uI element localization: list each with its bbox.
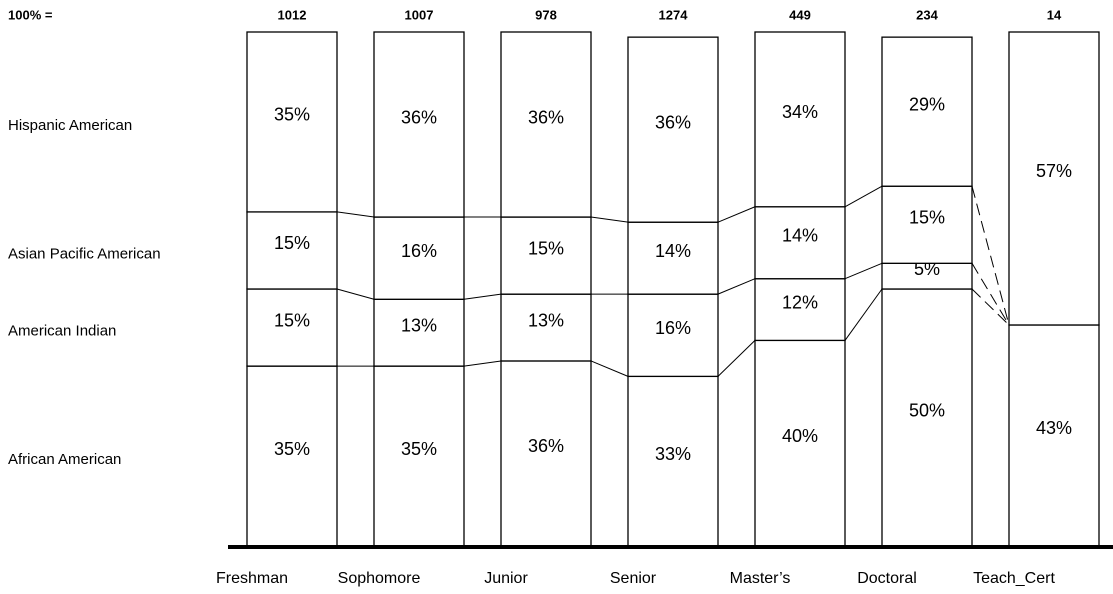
bar-segment bbox=[246, 365, 338, 547]
series-label: American Indian bbox=[8, 323, 116, 340]
value-label: 36% bbox=[655, 112, 691, 132]
bar-segment bbox=[754, 339, 846, 547]
connector bbox=[717, 278, 756, 295]
total: 1012 bbox=[278, 7, 307, 22]
x-tick-label: Master’s bbox=[730, 570, 791, 587]
bar-segment bbox=[881, 185, 973, 264]
bar-segment bbox=[500, 216, 592, 295]
connector bbox=[590, 216, 629, 223]
bar-segment bbox=[373, 365, 465, 547]
connector bbox=[844, 288, 883, 341]
series-label: Asian Pacific American bbox=[8, 245, 161, 262]
connector bbox=[971, 288, 1010, 326]
bar-segment bbox=[373, 31, 465, 218]
value-label: 14% bbox=[782, 225, 818, 245]
value-label: 16% bbox=[655, 318, 691, 338]
connector bbox=[590, 360, 629, 377]
value-label: 35% bbox=[274, 439, 310, 459]
x-tick-label: Freshman bbox=[216, 570, 288, 587]
connector bbox=[844, 262, 883, 280]
bar-segment bbox=[627, 36, 719, 223]
value-label: 57% bbox=[1036, 161, 1072, 181]
value-label: 35% bbox=[401, 439, 437, 459]
x-tick-label: Teach_Cert bbox=[973, 570, 1055, 587]
x-tick-label: Junior bbox=[484, 570, 528, 587]
x-tick-label: Sophomore bbox=[338, 570, 421, 587]
value-label: 13% bbox=[528, 310, 564, 330]
value-label: 16% bbox=[401, 241, 437, 261]
total: 234 bbox=[916, 7, 938, 22]
connector bbox=[717, 340, 756, 377]
connector bbox=[971, 186, 1010, 326]
value-label: 14% bbox=[655, 241, 691, 261]
bar-segment bbox=[246, 31, 338, 213]
connector bbox=[463, 360, 502, 367]
value-label: 15% bbox=[274, 233, 310, 253]
value-label: 40% bbox=[782, 426, 818, 446]
bar-segment bbox=[754, 31, 846, 208]
bar-segment bbox=[627, 375, 719, 547]
connector bbox=[336, 211, 375, 218]
series-label: Hispanic American bbox=[8, 117, 132, 134]
total: 978 bbox=[535, 7, 557, 22]
value-label: 33% bbox=[655, 444, 691, 464]
total-label: 100% = bbox=[8, 7, 53, 22]
total: 449 bbox=[789, 7, 811, 22]
bar-segment bbox=[373, 298, 465, 367]
bar-segment bbox=[754, 278, 846, 342]
value-label: 15% bbox=[274, 310, 310, 330]
connector bbox=[463, 293, 502, 300]
bar-segment bbox=[500, 31, 592, 218]
value-label: 43% bbox=[1036, 418, 1072, 438]
x-tick-label: Doctoral bbox=[857, 570, 917, 587]
bar-segment bbox=[246, 288, 338, 367]
total: 1007 bbox=[405, 7, 434, 22]
value-label: 12% bbox=[782, 292, 818, 312]
bar-segment bbox=[627, 221, 719, 295]
connector bbox=[844, 185, 883, 208]
value-label: 13% bbox=[401, 315, 437, 335]
bar-segment bbox=[754, 206, 846, 280]
value-label: 15% bbox=[909, 208, 945, 228]
value-label: 36% bbox=[401, 107, 437, 127]
connector bbox=[717, 206, 756, 223]
value-label: 36% bbox=[528, 436, 564, 456]
series-label: African American bbox=[8, 451, 121, 468]
bar-segment bbox=[1008, 31, 1100, 326]
value-label: 35% bbox=[274, 105, 310, 125]
bar-segment bbox=[500, 293, 592, 362]
value-label: 29% bbox=[909, 94, 945, 114]
connector bbox=[336, 288, 375, 300]
value-label: 50% bbox=[909, 400, 945, 420]
bar-segment bbox=[373, 216, 465, 300]
bar-segment bbox=[881, 36, 973, 187]
value-label: 34% bbox=[782, 102, 818, 122]
value-label: 15% bbox=[528, 238, 564, 258]
bar-segment bbox=[881, 288, 973, 547]
total: 14 bbox=[1047, 7, 1062, 22]
connector bbox=[971, 263, 1010, 326]
value-label: 36% bbox=[528, 107, 564, 127]
total: 1274 bbox=[659, 7, 689, 22]
x-tick-label: Senior bbox=[610, 570, 657, 587]
